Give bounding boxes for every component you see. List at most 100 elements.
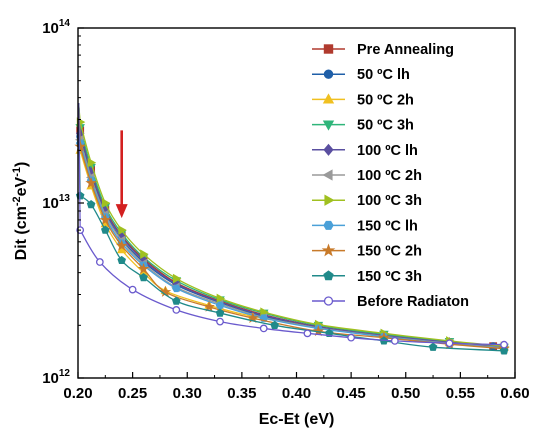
series-line-start [78, 102, 81, 231]
data-point [101, 198, 111, 208]
data-point [85, 176, 97, 188]
series-50-c-3h [75, 102, 509, 353]
legend-marker [321, 243, 336, 257]
legend-marker [324, 194, 335, 206]
data-point [312, 325, 325, 337]
legend-item-pre-annealing: Pre Annealing [312, 42, 454, 58]
legend-label: 150 ºC 2h [357, 244, 422, 260]
series-line [79, 229, 505, 346]
data-point [128, 285, 137, 294]
data-point [216, 293, 226, 304]
data-point [172, 284, 181, 293]
data-point [270, 320, 279, 329]
data-point [215, 301, 225, 310]
legend-item-before-radiaton: Before Radiaton [312, 294, 469, 310]
y-tick-label: 1014 [42, 18, 70, 37]
legend-marker [323, 220, 334, 230]
legend-label: 50 ºC lh [357, 67, 410, 83]
legend-label: 150 ºC lh [357, 218, 418, 234]
data-point [445, 339, 454, 348]
series-line [79, 139, 505, 349]
data-point [117, 255, 127, 265]
series-100-c-3h [76, 102, 510, 351]
data-point [260, 307, 269, 317]
series-line [79, 133, 505, 348]
x-tick-label: 0.35 [227, 385, 256, 402]
legend-item-50-c-3h: 50 ºC 3h [312, 118, 414, 134]
data-point [115, 239, 128, 251]
data-point [324, 328, 334, 337]
x-tick-label: 0.55 [446, 385, 475, 402]
legend-label: 150 ºC 3h [357, 269, 422, 285]
data-point [216, 317, 224, 326]
plot-frame [77, 27, 516, 379]
annotation-arrow-head [115, 204, 128, 219]
series-150-c-lh [75, 102, 509, 352]
series-line [79, 146, 505, 350]
legend-item-100-c-3h: 100 ºC 3h [312, 193, 422, 209]
legend-marker [322, 93, 335, 104]
legend-label: 100 ºC 3h [357, 193, 422, 209]
x-tick-label: 0.30 [173, 385, 202, 402]
legend-marker [322, 169, 333, 181]
series-line [79, 136, 494, 347]
legend-item-50-c-lh: 50 ºC lh [312, 67, 410, 83]
data-point [139, 273, 148, 282]
y-axis-title: Dit (cm-2eV-1) [11, 162, 30, 261]
data-point [118, 225, 127, 235]
data-point [99, 213, 112, 225]
legend-item-100-c-2h: 100 ºC 2h [312, 168, 422, 184]
x-tick-label: 0.25 [118, 385, 147, 402]
series-line [79, 121, 505, 347]
data-point [137, 262, 150, 274]
annotation-layer [115, 130, 128, 219]
legend: Pre Annealing 50 ºC lh 50 ºC 2h 50 ºC 3h 100… [312, 42, 469, 310]
data-point [86, 200, 96, 209]
data-point [215, 308, 225, 317]
data-point [172, 296, 181, 305]
series-line [79, 130, 494, 347]
legend-item-150-c-3h: 150 ºC 3h [312, 269, 422, 285]
data-point [140, 249, 149, 259]
series-line [79, 142, 505, 349]
x-axis-title: Ec-Et (eV) [259, 411, 335, 428]
data-point [247, 311, 259, 323]
series-line [79, 127, 505, 348]
legend-label: Before Radiaton [357, 294, 469, 310]
x-tick-label: 0.20 [63, 385, 92, 402]
data-point [347, 333, 356, 342]
series-100-c-lh [75, 102, 509, 353]
data-point [87, 157, 97, 168]
y-tick-label: 1012 [42, 368, 70, 387]
legend-label: 100 ºC 2h [357, 168, 422, 184]
series-line [79, 150, 505, 348]
legend-marker [323, 296, 334, 306]
legend-marker [323, 143, 334, 156]
series-pre-annealing [76, 102, 498, 351]
x-tick-label: 0.45 [337, 385, 366, 402]
series-50-c-2h [75, 102, 509, 351]
data-point [203, 300, 215, 312]
data-point [172, 273, 182, 284]
data-point [499, 346, 509, 355]
data-point [303, 329, 312, 338]
legend-marker [323, 270, 334, 281]
legend-marker [322, 120, 335, 131]
legend-label: 50 ºC 2h [357, 92, 414, 108]
legend-marker [323, 69, 334, 79]
data-point [390, 336, 399, 345]
legend-item-150-c-lh: 150 ºC lh [312, 218, 418, 234]
series-50-c-lh [76, 102, 498, 351]
x-tick-label: 0.50 [391, 385, 420, 402]
legend-marker [323, 44, 334, 54]
data-point [95, 258, 104, 266]
series-layer [74, 102, 510, 355]
series-150-c-2h [74, 102, 510, 354]
data-point [101, 225, 110, 234]
data-point [259, 324, 268, 333]
data-point [500, 340, 508, 349]
data-point [74, 140, 86, 152]
y-tick-label: 1013 [42, 193, 70, 212]
x-tick-label: 0.60 [500, 385, 529, 402]
